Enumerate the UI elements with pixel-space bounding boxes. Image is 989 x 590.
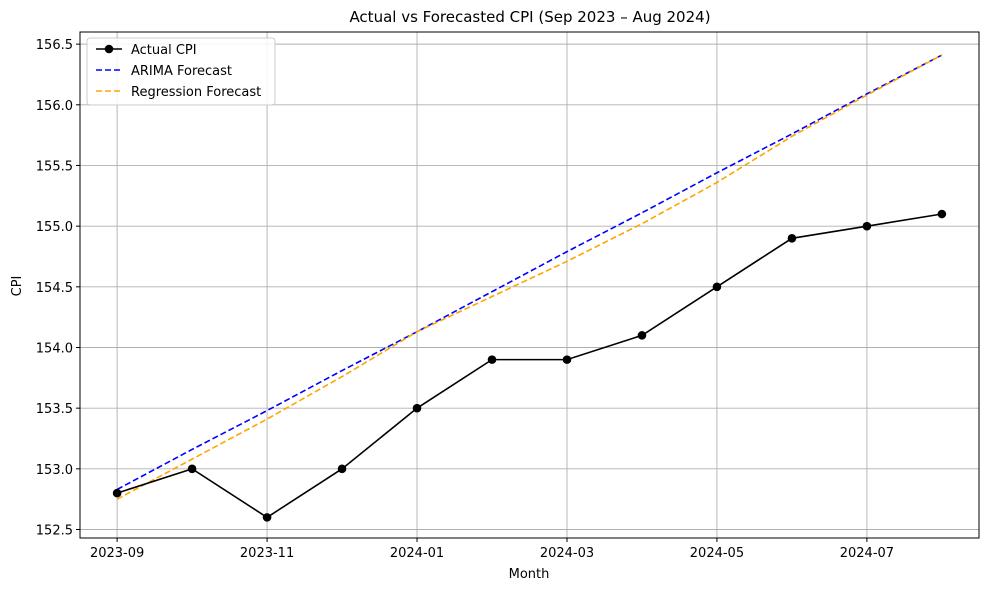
actual-cpi-point [862,221,872,231]
x-axis-label: Month [509,567,550,582]
y-tick-label: 155.5 [36,159,73,174]
x-tick-label: 2024-01 [390,546,444,561]
actual-cpi-point [637,331,647,340]
series-layer [112,54,947,522]
legend-marker-actual-cpi [104,44,114,54]
x-tick-label: 2024-05 [690,546,744,561]
legend: Actual CPI ARIMA Forecast Regression Forec… [86,37,276,106]
y-tick-label: 153.5 [36,402,73,417]
actual-cpi-point [112,488,122,498]
x-axis-ticks: 2023-09 2023-11 2024-01 2024-03 2024-05 2024-… [90,538,894,561]
legend-label-regression-forecast: Regression Forecast [131,85,261,100]
x-tick-label: 2024-07 [840,546,894,561]
y-tick-label: 154.5 [36,281,73,296]
plot-frame [79,31,980,539]
x-tick-label: 2023-09 [90,546,144,561]
actual-cpi-line [116,213,943,519]
grid-lines [80,32,979,538]
actual-cpi-point [262,513,272,522]
y-tick-label: 152.5 [36,524,73,539]
y-tick-label: 153.0 [36,463,73,478]
actual-cpi-point [187,464,197,474]
y-tick-label: 156.0 [36,99,73,114]
x-tick-label: 2023-11 [240,546,294,561]
legend-box [86,37,276,106]
regression-forecast-line [116,54,943,500]
legend-label-arima-forecast: ARIMA Forecast [131,64,232,79]
actual-cpi-point [487,355,497,364]
chart-title: Actual vs Forecasted CPI (Sep 2023 – Aug… [349,8,710,26]
y-axis-ticks: 152.5 153.0 153.5 154.0 154.5 155.0 155.5 156.0… [36,38,80,539]
actual-cpi-point [562,355,572,364]
y-tick-label: 156.5 [36,38,73,53]
actual-cpi-point [712,282,722,292]
actual-cpi-point [412,403,422,413]
arima-forecast-line [116,54,943,491]
x-tick-label: 2024-03 [540,546,594,561]
y-tick-label: 155.0 [36,220,73,235]
actual-cpi-point [787,233,797,243]
actual-cpi-point [337,464,347,474]
legend-label-actual-cpi: Actual CPI [131,43,197,58]
actual-cpi-point [937,209,947,219]
y-axis-label: CPI [10,276,25,297]
y-tick-label: 154.0 [36,341,73,356]
